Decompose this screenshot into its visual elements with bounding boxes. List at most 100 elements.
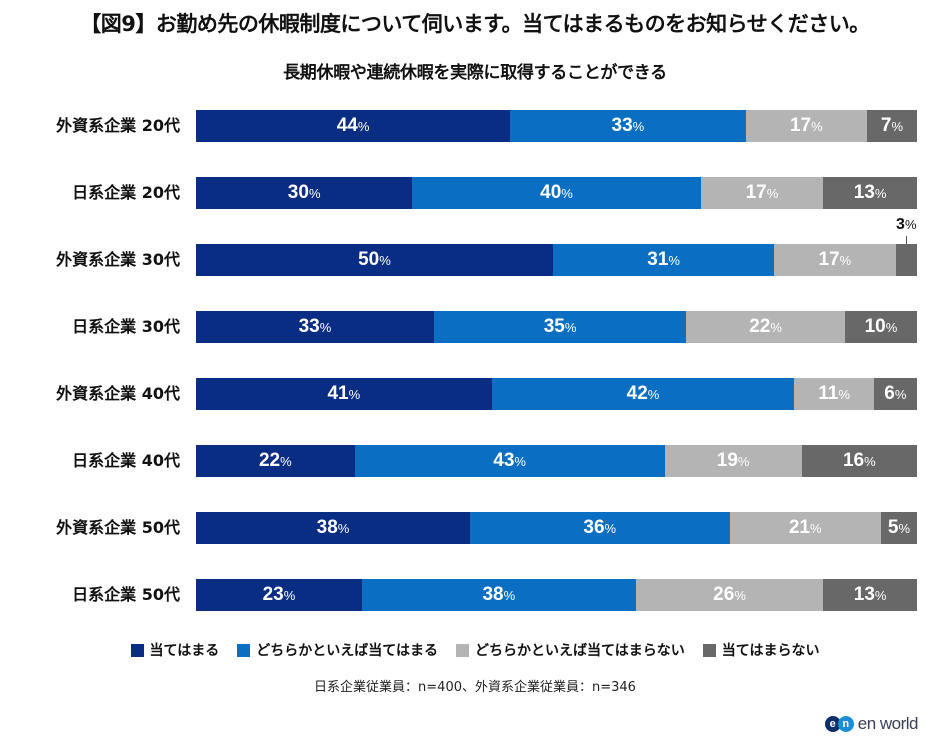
bar-segment: 19% bbox=[664, 445, 802, 477]
bar-segment: 36% bbox=[469, 512, 730, 544]
bar-segment: 13% bbox=[823, 177, 917, 209]
bar-segment: 16% bbox=[801, 445, 917, 477]
data-label: 23% bbox=[262, 584, 296, 605]
bar-segment: 41% bbox=[196, 378, 492, 410]
data-label: 41% bbox=[327, 383, 361, 404]
legend-label: 当てはまらない bbox=[721, 643, 820, 659]
bar-row: 22% 43% 19% 16% bbox=[196, 445, 917, 477]
data-label: 40% bbox=[540, 182, 573, 203]
bar-segment: 42% bbox=[491, 378, 795, 410]
bar-segment: 22% bbox=[686, 311, 845, 343]
chart-title: 【図9】お勤め先の休暇制度について伺います。当てはまるものをお知らせください。 bbox=[80, 12, 870, 36]
bar-segment: 5% bbox=[880, 512, 917, 544]
data-label: 35% bbox=[543, 316, 577, 337]
data-label: 6% bbox=[884, 383, 907, 404]
data-label: 17% bbox=[789, 115, 823, 136]
bar-segment: 13% bbox=[823, 579, 917, 611]
legend-item: どちらかといえば当てはまる bbox=[237, 640, 438, 660]
enworld-logo: e n en world bbox=[824, 714, 919, 734]
bar-row: 38% 36% 21% 5% bbox=[196, 512, 917, 544]
bar-segment: 10% bbox=[844, 311, 917, 343]
data-label: 38% bbox=[316, 517, 350, 538]
legend-label: どちらかといえば当てはまらない bbox=[475, 643, 685, 659]
bar-segment: 17% bbox=[774, 244, 896, 276]
bar-segment: 17% bbox=[745, 110, 867, 142]
bar-segment: 31% bbox=[552, 244, 775, 276]
category-label: 日系企業 50代 bbox=[72, 585, 180, 604]
data-label: 5% bbox=[887, 517, 911, 538]
chart-subtitle: 長期休暇や連続休暇を実際に取得することができる bbox=[283, 63, 667, 83]
bar-row: 33% 35% 22% 10% bbox=[196, 311, 917, 343]
bar-segment: 7% bbox=[867, 110, 917, 142]
bar-row: 23% 38% 26% 13% bbox=[196, 579, 917, 611]
data-label: 10% bbox=[864, 316, 898, 337]
bar-segment: 33% bbox=[196, 311, 434, 343]
bar-segment: 23% bbox=[196, 579, 362, 611]
bar-segment: 38% bbox=[361, 579, 636, 611]
logo-mark-icon: e n bbox=[824, 716, 854, 732]
bar-segment: 11% bbox=[794, 378, 874, 410]
bar-segment: 35% bbox=[433, 311, 687, 343]
legend-label: 当てはまる bbox=[149, 643, 220, 659]
bar-segment: 26% bbox=[635, 579, 824, 611]
category-label: 外資系企業 30代 bbox=[56, 250, 180, 269]
legend-swatch-icon bbox=[237, 643, 251, 657]
bar-segment: 30% bbox=[196, 177, 413, 209]
data-label: 13% bbox=[853, 584, 887, 605]
data-label: 43% bbox=[493, 450, 526, 471]
bar-segment: 6% bbox=[873, 378, 917, 410]
logo-mark-left: e bbox=[824, 716, 841, 732]
sample-size-note: 日系企業従業員：n=400、外資系企業従業員：n=346 bbox=[314, 680, 636, 695]
bar-row: 41% 42% 11% 6% bbox=[196, 378, 917, 410]
data-label: 7% bbox=[880, 115, 904, 136]
data-label: 17% bbox=[745, 182, 779, 203]
bar-segment: 38% bbox=[196, 512, 470, 544]
bar-segment: 44% bbox=[196, 110, 511, 142]
bar-row: 30% 40% 17% 13% bbox=[196, 177, 917, 209]
data-label: 22% bbox=[749, 316, 782, 337]
data-label: 42% bbox=[626, 383, 660, 404]
category-label: 外資系企業 20代 bbox=[56, 116, 180, 135]
data-label: 36% bbox=[583, 517, 617, 538]
bar-segment: 50% bbox=[196, 244, 553, 276]
category-label: 日系企業 30代 bbox=[72, 317, 180, 336]
data-label: 16% bbox=[842, 450, 876, 471]
bar-row: 50% 31% 17% 3% bbox=[196, 216, 917, 276]
bar-segment: 22% bbox=[196, 445, 355, 477]
legend-item: 当てはまらない bbox=[702, 640, 820, 660]
data-label: 50% bbox=[358, 249, 391, 270]
category-label: 日系企業 40代 bbox=[72, 451, 180, 470]
data-label: 31% bbox=[647, 249, 680, 270]
category-label: 外資系企業 50代 bbox=[56, 518, 180, 537]
legend-item: どちらかといえば当てはまらない bbox=[456, 640, 685, 660]
data-label: 38% bbox=[482, 584, 516, 605]
data-label: 13% bbox=[853, 182, 887, 203]
data-label: 3% bbox=[896, 216, 917, 233]
data-label: 17% bbox=[818, 249, 852, 270]
data-label: 33% bbox=[298, 316, 332, 337]
bar-segment: 3% bbox=[895, 216, 917, 276]
legend: 当てはまる どちらかといえば当てはまる どちらかといえば当てはまらない 当てはまらない bbox=[0, 640, 950, 660]
bar-row: 44% 33% 17% 7% bbox=[196, 110, 917, 142]
category-label: 外資系企業 40代 bbox=[56, 384, 180, 403]
data-label: 26% bbox=[713, 584, 746, 605]
bar-segment: 40% bbox=[412, 177, 701, 209]
bar-segment: 33% bbox=[510, 110, 746, 142]
data-label: 44% bbox=[336, 115, 370, 136]
data-label: 11% bbox=[818, 383, 850, 404]
bar-segment: 17% bbox=[700, 177, 824, 209]
legend-item: 当てはまる bbox=[130, 640, 220, 660]
bar-segment: 43% bbox=[354, 445, 665, 477]
legend-swatch-icon bbox=[456, 643, 469, 657]
data-label: 21% bbox=[788, 517, 822, 538]
data-label: 19% bbox=[716, 450, 750, 471]
legend-label: どちらかといえば当てはまる bbox=[256, 643, 438, 659]
bar-segment: 21% bbox=[729, 512, 881, 544]
legend-swatch-icon bbox=[702, 643, 716, 657]
leader-line bbox=[906, 236, 908, 244]
legend-swatch-icon bbox=[130, 643, 144, 657]
category-label: 日系企業 20代 bbox=[72, 183, 180, 202]
data-label: 22% bbox=[258, 450, 292, 471]
logo-wordmark: en world bbox=[857, 714, 919, 733]
data-label: 30% bbox=[287, 182, 321, 203]
